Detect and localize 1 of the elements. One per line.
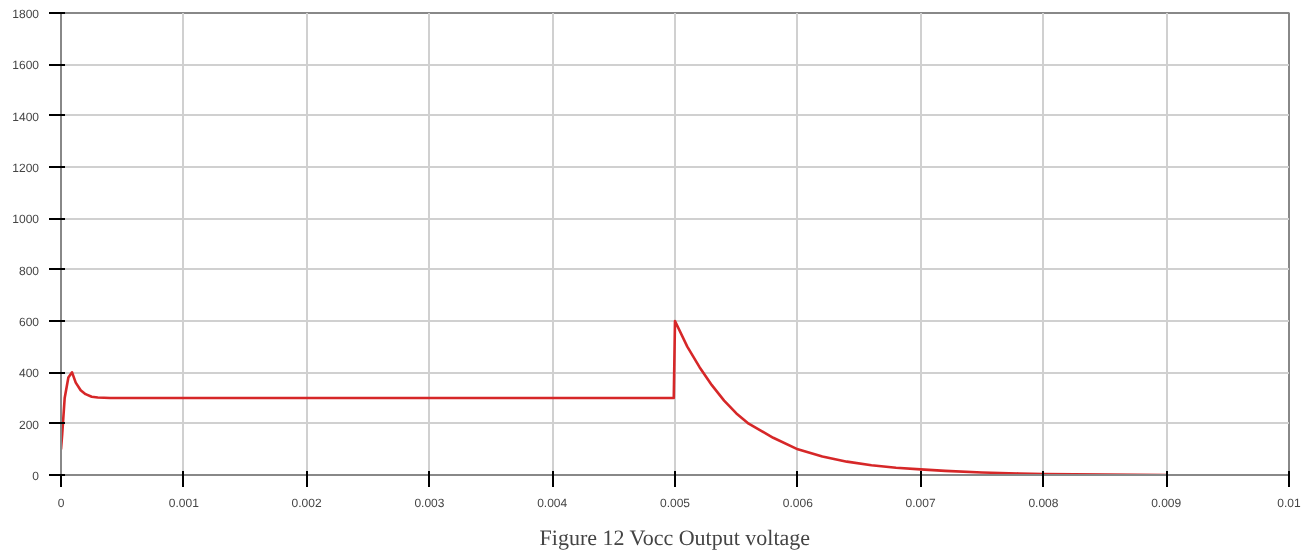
text: Figure 12 Vocc Output voltage bbox=[539, 527, 811, 551]
